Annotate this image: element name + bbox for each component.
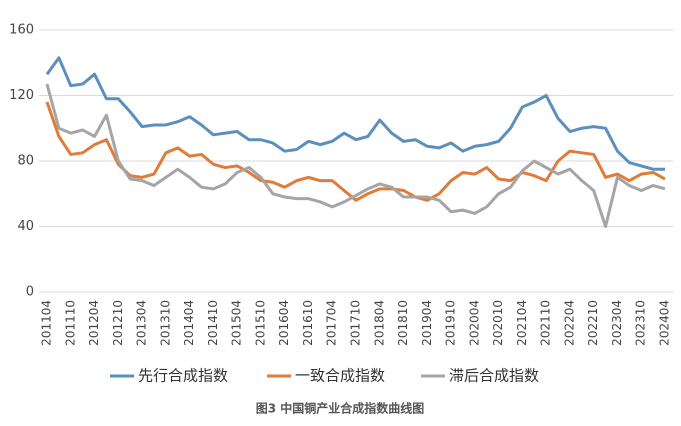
x-tick-label: 201410: [206, 300, 220, 346]
legend-label: 滞后合成指数: [449, 367, 539, 385]
x-tick-label: 202204: [562, 300, 576, 346]
x-tick-label: 201104: [40, 300, 54, 346]
series-line: [45, 83, 666, 228]
x-tick-label: 201304: [135, 300, 149, 346]
y-tick-label: 120: [9, 88, 34, 103]
x-tick-label: 201210: [111, 300, 125, 346]
series-line: [45, 101, 666, 202]
x-tick-label: 201110: [63, 300, 77, 346]
x-tick-label: 201710: [349, 300, 363, 346]
x-tick-label: 201510: [253, 300, 267, 346]
series-line: [45, 56, 665, 171]
x-tick-label: 201504: [230, 300, 244, 346]
caption: 图3 中国铜产业合成指数曲线图: [256, 401, 425, 416]
x-tick-label: 201804: [372, 300, 386, 346]
x-tick-label: 201910: [444, 300, 458, 346]
x-tick-label: 202210: [586, 300, 600, 346]
x-tick-label: 202104: [515, 300, 529, 346]
x-tick-label: 201810: [396, 300, 410, 346]
legend-label: 一致合成指数: [295, 367, 385, 385]
y-tick-label: 160: [9, 23, 34, 38]
legend-label: 先行合成指数: [138, 367, 228, 385]
x-tick-label: 201610: [301, 300, 315, 346]
y-tick-label: 0: [26, 285, 34, 300]
x-tick-label: 201310: [158, 300, 172, 346]
x-tick-label: 201704: [325, 300, 339, 346]
x-tick-label: 202404: [658, 300, 672, 346]
x-tick-label: 202110: [539, 300, 553, 346]
x-tick-label: 201204: [87, 300, 101, 346]
x-tick-label: 201904: [420, 300, 434, 346]
x-tick-label: 202004: [467, 300, 481, 346]
x-tick-label: 201604: [277, 300, 291, 346]
y-tick-label: 40: [17, 219, 34, 234]
x-tick-label: 201404: [182, 300, 196, 346]
y-tick-label: 80: [17, 154, 34, 169]
x-tick-label: 202310: [634, 300, 648, 346]
x-tick-label: 202304: [610, 300, 624, 346]
x-tick-label: 202010: [491, 300, 505, 346]
